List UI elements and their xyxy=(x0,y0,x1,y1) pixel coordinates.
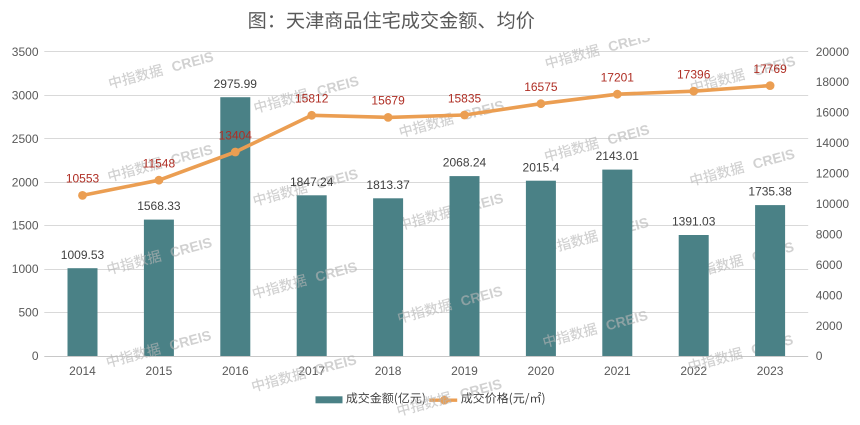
svg-text:3000: 3000 xyxy=(12,88,39,102)
svg-text:1009.53: 1009.53 xyxy=(61,248,105,262)
svg-text:10553: 10553 xyxy=(66,172,100,186)
svg-text:2018: 2018 xyxy=(375,364,402,378)
svg-text:10000: 10000 xyxy=(816,197,850,211)
svg-text:2068.24: 2068.24 xyxy=(443,156,487,170)
svg-text:2015.4: 2015.4 xyxy=(523,160,560,174)
svg-text:1568.33: 1568.33 xyxy=(137,199,181,213)
svg-text:0: 0 xyxy=(32,349,39,363)
svg-text:20000: 20000 xyxy=(816,45,850,59)
svg-text:8000: 8000 xyxy=(816,227,843,241)
svg-text:15679: 15679 xyxy=(371,94,405,108)
svg-text:2014: 2014 xyxy=(69,364,96,378)
svg-text:2000: 2000 xyxy=(12,175,39,189)
svg-text:500: 500 xyxy=(18,306,38,320)
svg-text:16000: 16000 xyxy=(816,106,850,120)
svg-text:2000: 2000 xyxy=(816,319,843,333)
svg-text:2020: 2020 xyxy=(528,364,555,378)
svg-text:12000: 12000 xyxy=(816,167,850,181)
svg-text:16575: 16575 xyxy=(524,80,558,94)
svg-text:2143.01: 2143.01 xyxy=(596,149,640,163)
svg-text:15835: 15835 xyxy=(448,91,482,105)
svg-text:4000: 4000 xyxy=(816,288,843,302)
svg-text:2019: 2019 xyxy=(451,364,478,378)
svg-text:11548: 11548 xyxy=(143,157,176,171)
svg-text:2021: 2021 xyxy=(604,364,631,378)
svg-text:1813.37: 1813.37 xyxy=(366,178,410,192)
svg-text:2500: 2500 xyxy=(12,132,39,146)
svg-text:2016: 2016 xyxy=(222,364,249,378)
svg-text:1735.38: 1735.38 xyxy=(748,185,792,199)
svg-text:1000: 1000 xyxy=(12,262,39,276)
svg-text:15812: 15812 xyxy=(295,92,329,106)
svg-text:2975.99: 2975.99 xyxy=(214,77,258,91)
svg-text:2022: 2022 xyxy=(680,364,707,378)
svg-text:3500: 3500 xyxy=(12,45,39,59)
svg-text:2015: 2015 xyxy=(146,364,173,378)
svg-text:13404: 13404 xyxy=(219,128,253,142)
svg-text:0: 0 xyxy=(816,349,823,363)
svg-text:1847.24: 1847.24 xyxy=(290,175,334,189)
svg-text:17201: 17201 xyxy=(601,71,635,85)
svg-text:1391.03: 1391.03 xyxy=(672,215,716,229)
svg-text:2023: 2023 xyxy=(757,364,784,378)
svg-text:6000: 6000 xyxy=(816,258,843,272)
svg-text:14000: 14000 xyxy=(816,136,850,150)
svg-text:18000: 18000 xyxy=(816,75,850,89)
svg-text:17396: 17396 xyxy=(677,68,711,82)
svg-text:1500: 1500 xyxy=(12,219,39,233)
svg-text:17769: 17769 xyxy=(753,62,787,76)
